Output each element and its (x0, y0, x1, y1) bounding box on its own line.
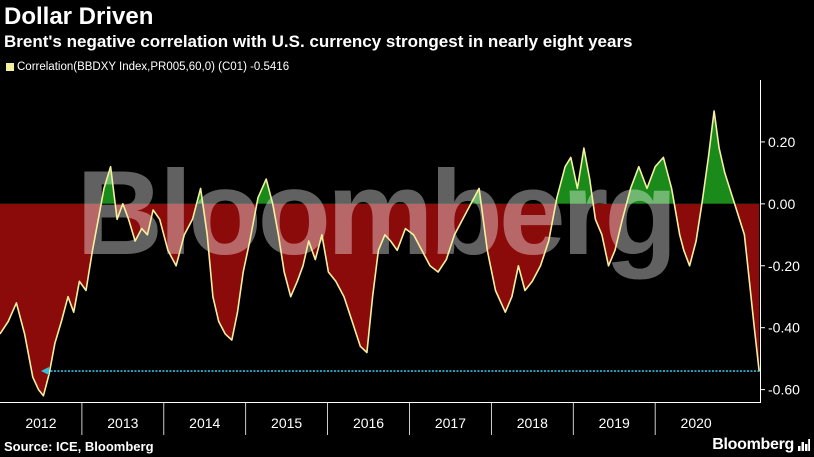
positive-area (0, 111, 760, 204)
page-subtitle: Brent's negative correlation with U.S. c… (4, 32, 633, 51)
annotation-arrowhead (40, 367, 49, 376)
y-tick-label: -0.40 (768, 320, 800, 336)
legend-swatch (6, 63, 14, 71)
x-tick-label: 2012 (25, 415, 56, 431)
x-tick-label: 2013 (107, 415, 138, 431)
watermark: Bloomberg (76, 146, 673, 280)
y-tick-label: 0.20 (768, 134, 795, 150)
correlation-chart: Bloomberg 0.20 0.00 -0.20 -0.40 -0.60 2012 201… (0, 80, 800, 435)
y-tick-label: -0.60 (768, 382, 800, 398)
x-tick-label: 2014 (189, 415, 220, 431)
x-tick-label: 2015 (271, 415, 302, 431)
chart-area: Bloomberg 0.20 0.00 -0.20 -0.40 -0.60 2012 201… (0, 80, 814, 440)
legend-label: Correlation(BBDXY Index,PR005,60,0) (C01… (17, 61, 290, 73)
x-tick-label: 2018 (517, 415, 548, 431)
y-tick-label: -0.20 (768, 258, 800, 274)
source-note: Source: ICE, Bloomberg (4, 439, 154, 454)
x-tick-label: 2017 (435, 415, 466, 431)
x-tick-label: 2016 (353, 415, 384, 431)
series-line (0, 110, 760, 397)
chart-legend: Correlation(BBDXY Index,PR005,60,0) (C01… (6, 61, 289, 73)
brand-logo: Bloomberg (712, 436, 794, 453)
x-tick-label: 2019 (599, 415, 630, 431)
y-tick-label: 0.00 (768, 196, 795, 212)
bar-chart-icon (798, 439, 810, 451)
page-title: Dollar Driven (4, 3, 154, 30)
negative-area (0, 203, 760, 396)
x-tick-label: 2020 (681, 415, 712, 431)
